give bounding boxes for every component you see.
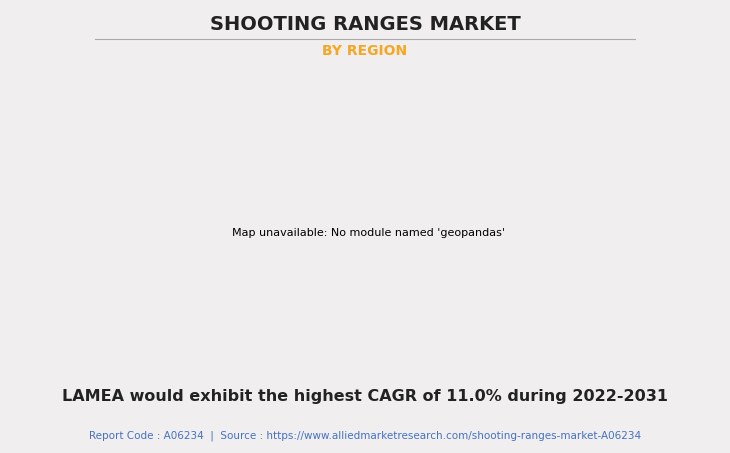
Text: Map unavailable: No module named 'geopandas': Map unavailable: No module named 'geopan… [232,228,505,238]
Text: BY REGION: BY REGION [323,44,407,58]
Text: LAMEA would exhibit the highest CAGR of 11.0% during 2022-2031: LAMEA would exhibit the highest CAGR of … [62,389,668,404]
Text: SHOOTING RANGES MARKET: SHOOTING RANGES MARKET [210,15,520,34]
Text: Report Code : A06234  |  Source : https://www.alliedmarketresearch.com/shooting-: Report Code : A06234 | Source : https://… [89,430,641,441]
